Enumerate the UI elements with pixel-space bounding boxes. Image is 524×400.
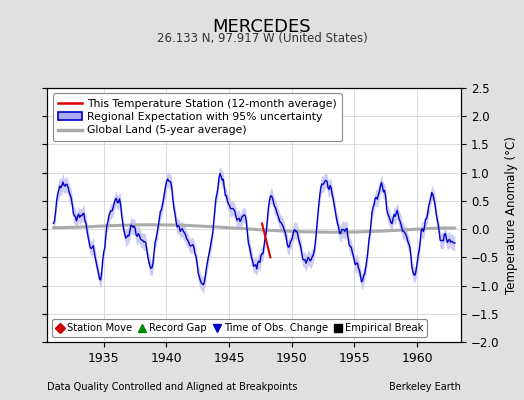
Text: 26.133 N, 97.917 W (United States): 26.133 N, 97.917 W (United States) [157,32,367,45]
Text: MERCEDES: MERCEDES [213,18,311,36]
Y-axis label: Temperature Anomaly (°C): Temperature Anomaly (°C) [505,136,518,294]
Legend: Station Move, Record Gap, Time of Obs. Change, Empirical Break: Station Move, Record Gap, Time of Obs. C… [52,319,428,337]
Text: Data Quality Controlled and Aligned at Breakpoints: Data Quality Controlled and Aligned at B… [47,382,298,392]
Text: Berkeley Earth: Berkeley Earth [389,382,461,392]
